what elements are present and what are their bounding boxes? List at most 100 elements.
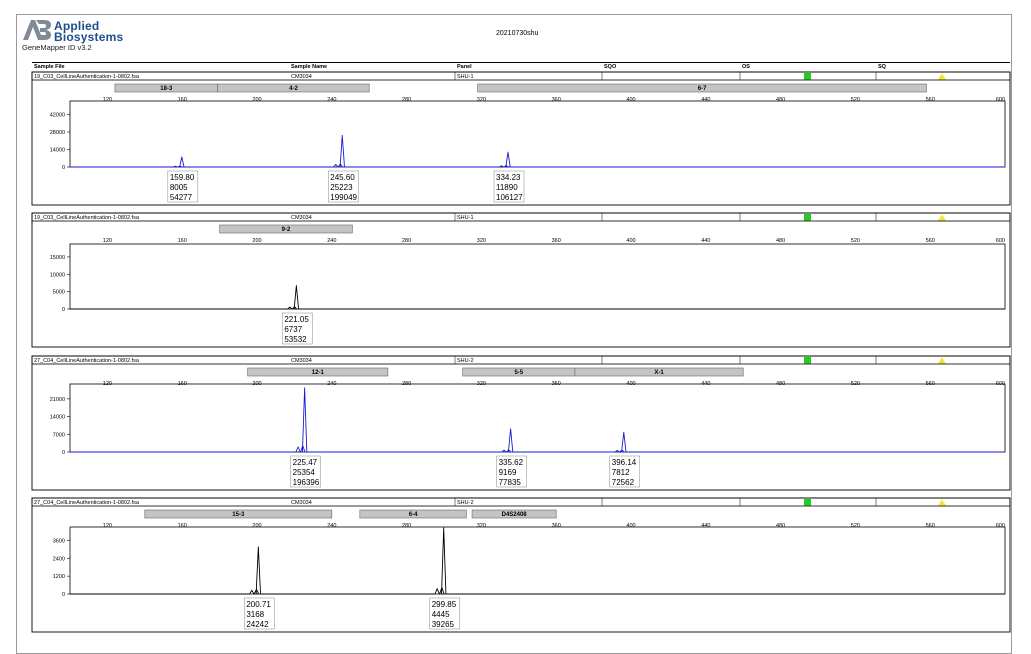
peak-height: 6737 bbox=[284, 325, 302, 334]
peak-area: 72562 bbox=[612, 478, 635, 487]
y-tick-label: 21000 bbox=[50, 397, 65, 403]
x-tick-label: 480 bbox=[776, 97, 785, 103]
y-tick-label: 42000 bbox=[50, 113, 65, 119]
sample-name: CM3034 bbox=[291, 500, 312, 506]
peak-label-frame bbox=[167, 170, 199, 203]
allele-bin-label: 18-3 bbox=[160, 86, 173, 92]
y-tick-label: 15000 bbox=[50, 255, 65, 261]
plot-area bbox=[69, 100, 1006, 168]
allele-bin-label: 6-4 bbox=[409, 512, 418, 518]
peak-label-frame bbox=[282, 312, 313, 345]
y-tick-label: 5000 bbox=[53, 290, 65, 296]
peak-label-frame bbox=[609, 455, 641, 488]
x-tick-label: 520 bbox=[851, 97, 860, 103]
y-tick-label: 28000 bbox=[50, 130, 65, 136]
allele-bin-D4S2408 bbox=[471, 509, 557, 519]
allele-bin-6-4 bbox=[359, 509, 467, 519]
quality-ok-square-icon bbox=[804, 214, 811, 221]
allele-bin-label: 5-5 bbox=[514, 370, 523, 376]
y-tick-label: 14000 bbox=[50, 148, 65, 154]
x-tick-label: 240 bbox=[327, 97, 336, 103]
sample-name: CM3034 bbox=[291, 74, 312, 80]
x-tick-label: 160 bbox=[178, 238, 187, 244]
peak-size: 334.23 bbox=[496, 173, 521, 182]
allele-bin-4-2 bbox=[217, 83, 370, 93]
x-tick-label: 280 bbox=[402, 523, 411, 529]
peak-label-frame bbox=[290, 455, 321, 488]
signal-trace bbox=[70, 285, 1005, 310]
peak-size: 396.14 bbox=[612, 458, 637, 467]
y-tick-label: 14000 bbox=[50, 415, 65, 421]
sample-info-row bbox=[31, 71, 1011, 81]
x-tick-label: 440 bbox=[701, 523, 710, 529]
peak-size: 200.71 bbox=[246, 600, 271, 609]
sample-file-name: 19_C03_CellLineAuthentication-1-0802.fsa bbox=[34, 74, 140, 80]
column-header-sample-file: Sample File bbox=[34, 64, 65, 70]
column-header-panel: Panel bbox=[457, 64, 472, 70]
y-tick-label: 0 bbox=[62, 307, 65, 313]
y-tick-label: 3600 bbox=[53, 538, 65, 544]
peak-size: 221.05 bbox=[284, 315, 309, 324]
allele-bin-label: 6-7 bbox=[698, 86, 707, 92]
peak-area: 39265 bbox=[432, 620, 455, 629]
x-tick-label: 280 bbox=[402, 238, 411, 244]
electropherogram-panel-4: 27_C04_CellLineAuthentication-1-0802.fsa… bbox=[31, 497, 1011, 633]
quality-ok-square-icon bbox=[804, 499, 811, 506]
peak-height: 25354 bbox=[293, 468, 316, 477]
peak-area: 106127 bbox=[496, 193, 523, 202]
peak-label-frame bbox=[328, 170, 359, 203]
x-tick-label: 400 bbox=[626, 523, 635, 529]
sample-file-name: 19_C03_CellLineAuthentication-1-0802.fsa bbox=[34, 215, 140, 221]
signal-trace bbox=[70, 527, 1005, 595]
x-tick-label: 200 bbox=[252, 97, 261, 103]
x-tick-label: 440 bbox=[701, 238, 710, 244]
x-tick-label: 440 bbox=[701, 97, 710, 103]
quality-ok-square-icon bbox=[804, 73, 811, 80]
peak-label-frame bbox=[244, 597, 275, 630]
x-tick-label: 320 bbox=[477, 238, 486, 244]
x-tick-label: 360 bbox=[552, 238, 561, 244]
x-tick-label: 560 bbox=[926, 238, 935, 244]
peak-height: 3168 bbox=[246, 610, 264, 619]
peak-height: 11890 bbox=[496, 183, 518, 192]
allele-bin-label: 15-3 bbox=[232, 512, 245, 518]
x-tick-label: 160 bbox=[178, 97, 187, 103]
panel-name: SHU-2 bbox=[457, 500, 474, 506]
y-tick-label: 2400 bbox=[53, 556, 65, 562]
panel-outline bbox=[31, 497, 1011, 633]
panel-outline bbox=[31, 212, 1011, 348]
signal-trace bbox=[70, 135, 1005, 168]
plot-area bbox=[69, 526, 1006, 595]
x-tick-label: 480 bbox=[776, 523, 785, 529]
allele-bin-9-2 bbox=[219, 224, 353, 234]
sample-file-name: 27_C04_CellLineAuthentication-1-0802.fsa bbox=[34, 358, 140, 364]
x-tick-label: 360 bbox=[552, 97, 561, 103]
peak-area: 54277 bbox=[170, 193, 193, 202]
x-tick-label: 520 bbox=[851, 238, 860, 244]
peak-area: 77835 bbox=[499, 478, 522, 487]
allele-bin-label: 12-1 bbox=[312, 370, 325, 376]
quality-warning-triangle-icon bbox=[938, 73, 946, 80]
x-tick-label: 480 bbox=[776, 238, 785, 244]
panel-name: SHU-1 bbox=[457, 74, 474, 80]
quality-warning-triangle-icon bbox=[938, 499, 946, 506]
x-tick-label: 240 bbox=[327, 238, 336, 244]
x-tick-label: 600 bbox=[996, 523, 1005, 529]
peak-size: 335.62 bbox=[499, 458, 524, 467]
document-title: 20210730shu bbox=[496, 30, 539, 37]
x-tick-label: 360 bbox=[552, 523, 561, 529]
x-tick-label: 600 bbox=[996, 238, 1005, 244]
x-tick-label: 200 bbox=[252, 238, 261, 244]
signal-trace bbox=[70, 387, 1005, 453]
peak-area: 53532 bbox=[284, 335, 307, 344]
x-tick-label: 520 bbox=[851, 523, 860, 529]
brand-name-line2: Biosystems bbox=[54, 30, 124, 44]
x-tick-label: 120 bbox=[103, 523, 112, 529]
